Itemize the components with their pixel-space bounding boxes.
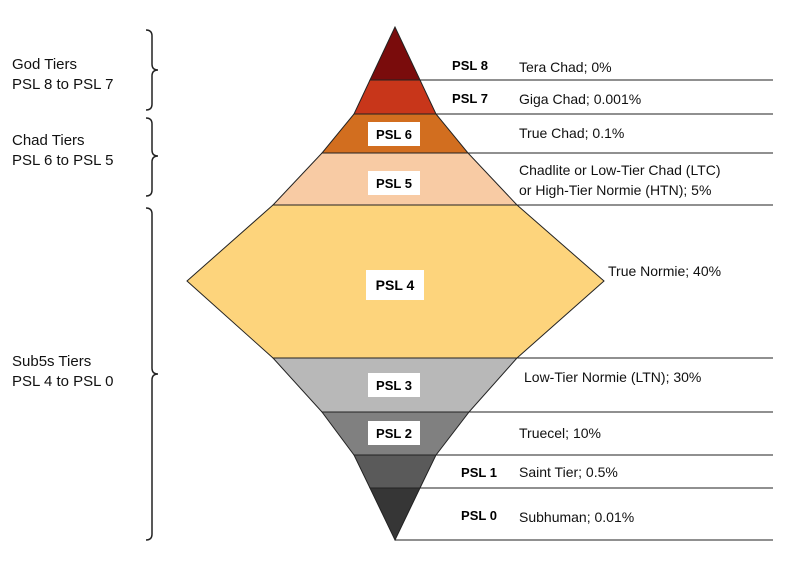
chad-tiers-bracket	[145, 117, 159, 197]
psl-3-badge-box	[368, 373, 420, 397]
tier-6-description: True Chad; 0.1%	[519, 125, 624, 141]
psl-0-segment	[369, 487, 421, 542]
tier-3-description: Low-Tier Normie (LTN); 30%	[524, 369, 701, 385]
tier-4-description: True Normie; 40%	[608, 263, 721, 279]
psl-6-badge-box	[368, 122, 420, 146]
psl-8-badge: PSL 8	[452, 58, 488, 73]
god-tiers-bracket	[145, 29, 159, 111]
psl-8-segment	[369, 25, 421, 81]
tier-8-description: Tera Chad; 0%	[519, 59, 612, 75]
sub5s-tiers-group: Sub5s Tiers PSL 4 to PSL 0	[12, 352, 113, 392]
group-range: PSL 6 to PSL 5	[12, 152, 114, 169]
psl-5-badge-box	[368, 171, 420, 195]
tier-7-description: Giga Chad; 0.001%	[519, 91, 641, 107]
group-range: PSL 8 to PSL 7	[12, 76, 114, 93]
psl-3-badge: PSL 3	[376, 378, 412, 393]
psl-2-badge: PSL 2	[376, 426, 412, 441]
god-tiers-group: God Tiers PSL 8 to PSL 7	[12, 55, 113, 95]
group-title: God Tiers	[12, 56, 78, 73]
group-title: Chad Tiers	[12, 132, 85, 149]
psl-5-badge: PSL 5	[376, 176, 412, 191]
psl-7-badge: PSL 7	[452, 91, 488, 106]
psl-6-badge: PSL 6	[376, 127, 412, 142]
psl-4-badge-box	[366, 270, 424, 300]
tier-0-description: Subhuman; 0.01%	[519, 509, 634, 525]
tier-5-description-line-1: Chadlite or Low-Tier Chad (LTC)	[519, 162, 721, 178]
psl-2-badge-box	[368, 421, 420, 445]
group-title: Sub5s Tiers	[12, 353, 92, 370]
psl-0-badge: PSL 0	[461, 508, 497, 523]
group-range: PSL 4 to PSL 0	[12, 373, 114, 390]
sub5s-tiers-bracket	[145, 207, 159, 541]
tier-2-description: Truecel; 10%	[519, 425, 601, 441]
psl-1-badge: PSL 1	[461, 465, 497, 480]
psl-1-segment	[353, 454, 437, 489]
psl-4-badge: PSL 4	[376, 277, 415, 293]
tier-5-description-line-2: or High-Tier Normie (HTN); 5%	[519, 182, 711, 198]
chad-tiers-group: Chad Tiers PSL 6 to PSL 5	[12, 131, 113, 171]
psl-7-segment	[353, 79, 437, 115]
tier-1-description: Saint Tier; 0.5%	[519, 464, 618, 480]
